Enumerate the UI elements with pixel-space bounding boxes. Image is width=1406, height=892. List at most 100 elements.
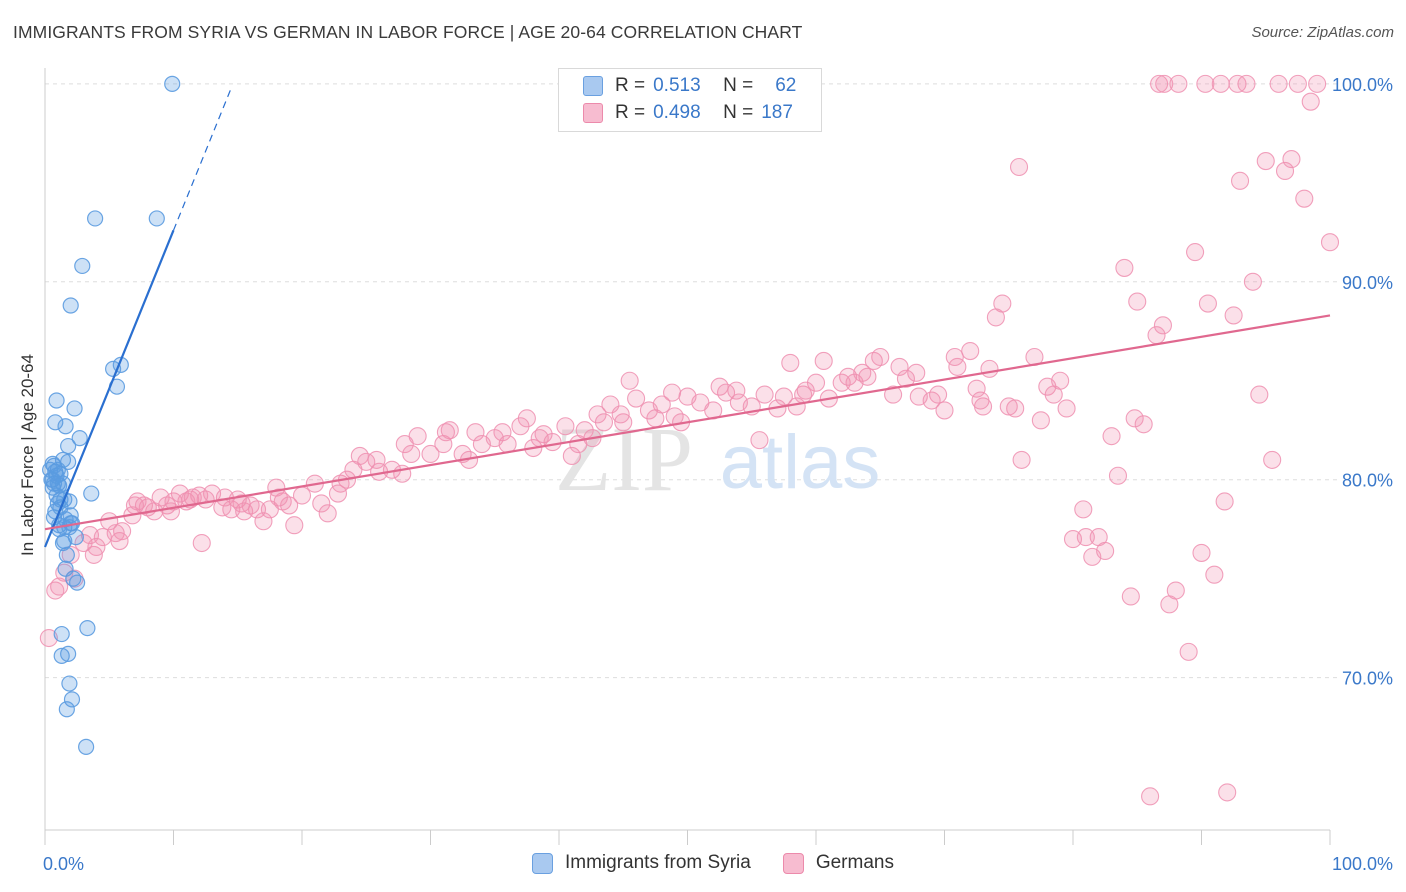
germans-point — [312, 494, 331, 513]
germans-point — [534, 425, 553, 444]
germans-point — [1196, 74, 1215, 93]
legend-swatch-syria — [583, 76, 603, 96]
syria-point — [69, 574, 86, 591]
germans-point — [1076, 528, 1095, 547]
syria-point — [45, 457, 63, 474]
germans-point — [517, 409, 536, 428]
germans-point — [1051, 371, 1070, 390]
germans-point — [1012, 450, 1031, 469]
watermark-atlas: atlas — [720, 420, 881, 505]
syria-point — [60, 645, 77, 662]
germans-point — [993, 294, 1012, 313]
germans-point — [1031, 411, 1050, 430]
germans-point — [884, 385, 903, 404]
syria-point — [148, 210, 165, 227]
syria-trend-line — [43, 229, 175, 548]
germans-point — [466, 423, 485, 442]
germans-point — [402, 444, 421, 464]
germans-trend-line — [44, 314, 1331, 531]
legend-n-value-germans: 187 — [761, 102, 793, 123]
source-label: Source: ZipAtlas.com — [1251, 24, 1394, 41]
germans-point — [961, 342, 980, 361]
germans-point — [1141, 787, 1160, 806]
legend-row-germans: R = 0.498 N = 187 — [583, 100, 793, 126]
germans-point — [1153, 316, 1172, 335]
germans-point — [1263, 450, 1282, 469]
germans-point — [935, 401, 954, 420]
syria-trend-extension — [172, 87, 232, 231]
germans-point — [1320, 233, 1340, 252]
germans-point — [1237, 74, 1256, 93]
germans-point — [594, 413, 614, 432]
germans-point — [1301, 92, 1320, 111]
germans-point — [285, 516, 304, 535]
syria-points — [42, 75, 181, 755]
syria-point — [83, 485, 100, 502]
syria-point — [67, 528, 84, 546]
germans-point — [232, 494, 251, 513]
germans-point — [750, 431, 769, 450]
germans-point — [421, 444, 440, 464]
stats-legend: R = 0.513 N = 62 R = 0.498 N = 187 — [558, 68, 822, 132]
syria-point — [79, 620, 96, 637]
syria-point — [53, 625, 70, 643]
y-axis-label: In Labor Force | Age 20-64 — [18, 354, 37, 556]
syria-point — [47, 414, 64, 431]
legend-item-germans[interactable]: Germans — [782, 852, 894, 874]
legend-swatch-germans — [782, 852, 804, 874]
germans-point — [254, 512, 273, 531]
legend-item-syria[interactable]: Immigrants from Syria — [532, 852, 751, 874]
germans-point — [781, 353, 800, 372]
legend-r-value-germans: 0.498 — [653, 102, 701, 123]
germans-point — [1128, 292, 1147, 311]
germans-point — [774, 387, 793, 406]
germans-point — [814, 351, 833, 371]
germans-point — [896, 369, 916, 388]
germans-point — [125, 496, 144, 515]
syria-point — [58, 701, 75, 718]
germans-points — [39, 74, 1340, 806]
syria-point — [164, 75, 181, 92]
germans-point — [1074, 500, 1093, 519]
germans-point — [1115, 258, 1134, 277]
germans-point — [871, 347, 890, 367]
germans-point — [1256, 152, 1275, 171]
germans-point — [269, 488, 288, 507]
germans-point — [611, 405, 630, 424]
germans-point — [663, 383, 682, 402]
syria-point — [44, 471, 61, 488]
germans-point — [1269, 74, 1288, 93]
germans-point — [1192, 543, 1211, 562]
x-tick-label: 0.0% — [43, 854, 84, 874]
germans-point — [436, 423, 455, 442]
legend-swatch-syria — [532, 852, 553, 874]
germans-point — [1057, 399, 1076, 418]
legend-row-syria: R = 0.513 N = 62 — [583, 73, 796, 99]
germans-point — [1186, 243, 1205, 262]
germans-point — [1179, 642, 1198, 661]
syria-point — [66, 400, 83, 417]
germans-point — [967, 379, 986, 398]
germans-point — [1169, 74, 1188, 93]
germans-point — [192, 533, 211, 553]
germans-point — [1155, 74, 1174, 93]
germans-point — [84, 545, 103, 564]
series-legend: Immigrants from Syria Germans — [532, 852, 926, 874]
legend-label-germans: Germans — [815, 852, 894, 873]
x-tick-label: 100.0% — [1332, 854, 1393, 874]
germans-point — [1166, 581, 1185, 600]
germans-point — [1211, 74, 1230, 93]
legend-n-label: N = — [723, 75, 754, 96]
germans-point — [1102, 427, 1121, 446]
legend-r-label: R = — [615, 102, 646, 123]
y-tick-label: 70.0% — [1342, 669, 1393, 689]
germans-point — [1150, 74, 1169, 93]
germans-point — [292, 486, 312, 505]
germans-point — [562, 446, 581, 465]
legend-r-value-syria: 0.513 — [653, 75, 701, 96]
legend-r-label: R = — [615, 75, 646, 96]
syria-point — [71, 430, 88, 447]
germans-point — [1288, 74, 1307, 93]
syria-point — [74, 257, 91, 275]
syria-point — [87, 210, 104, 227]
